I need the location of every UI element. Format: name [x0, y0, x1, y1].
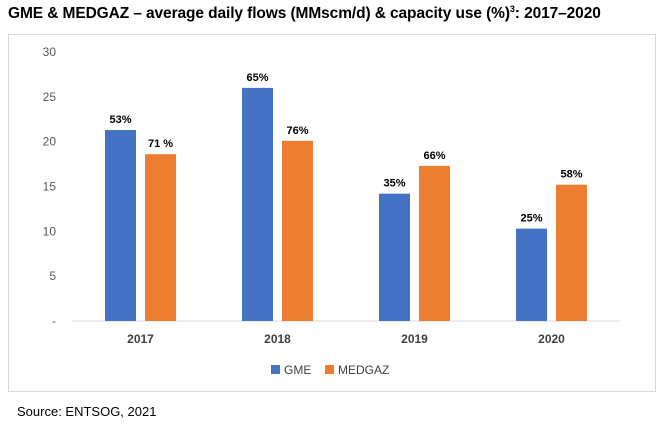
bar-medgaz-2019 — [419, 165, 450, 321]
legend-swatch-medgaz — [325, 365, 334, 374]
data-label-medgaz-2018: 76% — [286, 125, 308, 137]
data-label-gme-2020: 25% — [520, 213, 542, 225]
y-tick-label: 20 — [43, 135, 57, 149]
chart-title: GME & MEDGAZ – average daily flows (MMsc… — [8, 4, 601, 23]
data-label-medgaz-2019: 66% — [423, 150, 445, 162]
chart-title-superscript: 3 — [509, 4, 515, 14]
y-tick-label: 5 — [49, 269, 56, 283]
source-note: Source: ENTSOG, 2021 — [17, 404, 157, 419]
y-tick-label: 10 — [43, 224, 57, 238]
y-tick-label: 25 — [43, 90, 57, 104]
data-label-medgaz-2020: 58% — [560, 169, 582, 181]
bar-gme-2019 — [379, 193, 410, 321]
bar-medgaz-2017 — [145, 154, 176, 321]
legend-swatch-gme — [271, 365, 280, 374]
bar-medgaz-2020 — [556, 184, 587, 321]
bar-gme-2018 — [242, 87, 273, 321]
data-label-gme-2018: 65% — [246, 72, 268, 84]
legend-label-gme: GME — [284, 363, 311, 377]
y-tick-label: 30 — [43, 45, 57, 59]
chart-title-text: GME & MEDGAZ – average daily flows (MMsc… — [8, 5, 510, 23]
data-label-gme-2019: 35% — [383, 178, 405, 190]
x-tick-label-2017: 2017 — [127, 332, 154, 346]
bar-gme-2017 — [105, 130, 136, 321]
legend-label-medgaz: MEDGAZ — [338, 363, 389, 377]
chart-title-suffix: : 2017–2020 — [514, 5, 601, 23]
x-tick-label-2018: 2018 — [264, 332, 291, 346]
y-tick-label: 15 — [43, 180, 57, 194]
y-tick-label: - — [52, 314, 56, 328]
data-label-medgaz-2017: 71 % — [148, 138, 173, 150]
chart-frame — [8, 34, 656, 392]
data-label-gme-2017: 53% — [109, 114, 131, 126]
bar-gme-2020 — [516, 228, 547, 321]
x-tick-label-2019: 2019 — [401, 332, 428, 346]
x-tick-label-2020: 2020 — [538, 332, 565, 346]
bar-medgaz-2018 — [282, 140, 313, 321]
